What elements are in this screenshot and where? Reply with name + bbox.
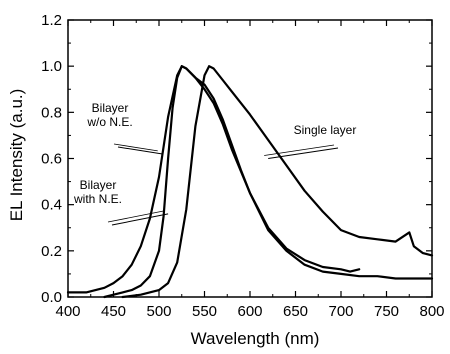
y-tick-label: 0.0 [41, 289, 62, 306]
y-tick-label: 1.2 [41, 12, 62, 29]
annotation-pointer [117, 146, 162, 155]
annotation-pointer-tail [113, 143, 158, 152]
y-tick-label: 0.2 [41, 243, 62, 260]
x-tick-label: 550 [192, 303, 217, 320]
series-line-single-layer [121, 65, 434, 299]
y-axis-ticks: 0.0 0.2 0.4 0.6 0.8 1.0 1.2 [41, 12, 432, 306]
annotation-pointer-tail [107, 210, 165, 223]
x-tick-label: 750 [374, 303, 399, 320]
y-tick-label: 1.0 [41, 58, 62, 75]
x-axis-title: Wavelength (nm) [191, 329, 320, 348]
x-tick-label: 450 [101, 303, 126, 320]
x-axis-ticks: 400 450 500 550 600 650 700 750 800 [55, 20, 445, 320]
y-tick-label: 0.6 [41, 151, 62, 168]
annotation-pointer-tail [264, 144, 335, 156]
annotation-label: with N.E. [73, 192, 122, 206]
y-tick-label: 0.8 [41, 104, 62, 121]
x-tick-label: 600 [237, 303, 262, 320]
x-tick-label: 700 [328, 303, 353, 320]
series-line-bilayer-with-n-e [103, 65, 434, 299]
annotation-label: w/o N.E. [86, 115, 132, 129]
annotation-pointer [268, 147, 339, 159]
x-tick-label: 400 [55, 303, 80, 320]
y-tick-label: 0.4 [41, 197, 62, 214]
series-lines [66, 65, 434, 299]
x-tick-label: 800 [419, 303, 444, 320]
plot-frame-rect [67, 19, 433, 298]
x-tick-label: 500 [146, 303, 171, 320]
annotation-label: Bilayer [80, 178, 117, 192]
annotation-label: Single layer [294, 123, 357, 137]
plot-frame [67, 19, 433, 298]
x-tick-label: 650 [283, 303, 308, 320]
annotation-label: Bilayer [92, 101, 129, 115]
y-axis-title: EL Intensity (a.u.) [7, 89, 26, 222]
annotation-pointer [111, 213, 169, 226]
